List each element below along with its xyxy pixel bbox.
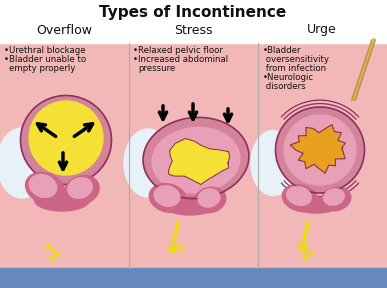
Bar [0,43,387,268]
Ellipse shape [34,189,89,211]
Ellipse shape [324,189,344,205]
Text: •Relaxed pelvic floor: •Relaxed pelvic floor [133,46,223,55]
Text: pressure: pressure [138,64,175,73]
Ellipse shape [165,197,215,215]
Ellipse shape [21,96,111,184]
Ellipse shape [287,187,311,205]
Ellipse shape [124,129,172,197]
Ellipse shape [152,127,240,193]
Ellipse shape [26,172,65,204]
Ellipse shape [51,247,55,253]
Text: •Bladder: •Bladder [263,46,301,55]
Text: empty properly: empty properly [9,64,75,73]
Polygon shape [168,139,230,185]
Text: •Increased abdominal: •Increased abdominal [133,55,228,64]
Ellipse shape [5,105,123,261]
Ellipse shape [0,128,47,198]
Text: •Neurologic: •Neurologic [263,73,314,82]
Ellipse shape [303,255,307,261]
Ellipse shape [168,245,172,251]
Text: Urge: Urge [307,24,337,37]
Ellipse shape [50,255,54,261]
Text: Overflow: Overflow [36,24,92,37]
Ellipse shape [68,178,92,198]
Ellipse shape [144,118,248,198]
Ellipse shape [56,251,60,257]
Text: Stress: Stress [174,24,212,37]
Bar [0,0,387,43]
Ellipse shape [293,197,339,213]
Ellipse shape [251,130,295,196]
Ellipse shape [29,101,103,175]
Ellipse shape [276,107,364,192]
Ellipse shape [154,186,180,206]
Ellipse shape [282,185,318,211]
Text: from infection: from infection [263,64,326,73]
Ellipse shape [310,251,314,257]
Bar [0,268,387,288]
Ellipse shape [180,245,184,251]
Ellipse shape [29,175,57,197]
Ellipse shape [304,247,308,253]
Ellipse shape [321,187,351,211]
Text: disorders: disorders [263,82,306,91]
Ellipse shape [198,189,220,207]
Ellipse shape [194,187,226,213]
Text: •Urethral blockage: •Urethral blockage [4,46,86,55]
Ellipse shape [174,245,178,251]
Polygon shape [290,125,345,173]
Ellipse shape [65,176,99,204]
Ellipse shape [272,83,372,233]
Text: Types of Incontinence: Types of Incontinence [99,5,287,20]
Text: oversensitivity: oversensitivity [263,55,329,64]
Ellipse shape [284,115,356,185]
Text: •Bladder unable to: •Bladder unable to [4,55,86,64]
Ellipse shape [298,243,302,249]
Ellipse shape [46,243,50,249]
Ellipse shape [149,184,187,212]
